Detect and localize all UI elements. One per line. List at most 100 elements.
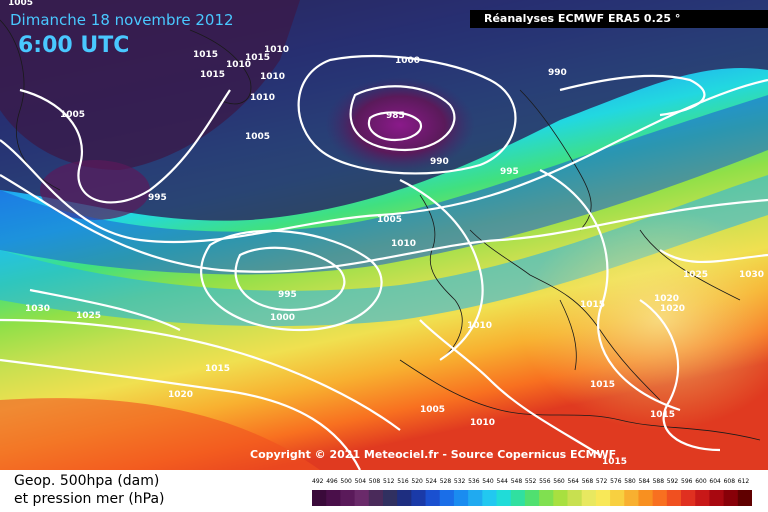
map-canvas: [0, 0, 768, 470]
colorbar-tick-label: 556: [539, 478, 551, 485]
isobar-label: 1005: [60, 110, 86, 120]
colorbar-swatch: [425, 490, 441, 506]
colorbar-swatch: [354, 490, 370, 506]
colorbar-swatch: [709, 490, 725, 506]
colorbar-tick-label: 516: [397, 478, 409, 485]
isobar-label: 1015: [245, 53, 271, 63]
jet-band: [0, 95, 768, 275]
isobar-label: 1030: [25, 304, 51, 314]
isobar-label: 1025: [76, 311, 102, 321]
colorbar-swatch: [610, 490, 625, 506]
isobar-label: 1000: [270, 313, 296, 323]
isobar-label: 990: [430, 157, 449, 167]
colorbar-tick-label: 580: [624, 478, 636, 485]
colorbar-swatch: [737, 490, 752, 506]
colorbar-tick-label: 612: [737, 478, 750, 485]
colorbar-swatch: [496, 490, 512, 506]
colorbar-tick-label: 564: [567, 478, 579, 485]
source-label: Réanalyses ECMWF ERA5 0.25 °: [470, 10, 768, 28]
weather-map: 1005 1015 1010 1015 1015 1010 1010 1010 …: [0, 0, 768, 470]
colorbar-tick-label: 500: [340, 478, 352, 485]
colorbar-swatch: [510, 490, 526, 506]
colorbar-tick-label: 512: [383, 478, 395, 485]
colorbar-scale-labels: 492 496 500 504 508 512 516 520 524 528 532 536 540 5…: [312, 478, 752, 488]
isobar-label: 985: [386, 111, 405, 121]
colorbar-tick-label: 560: [553, 478, 565, 485]
colorbar-tick-label: 572: [595, 478, 608, 485]
isobar-label: 1005: [420, 405, 446, 415]
colorbar-tick-label: 504: [354, 478, 367, 485]
colorbar-tick-label: 528: [439, 478, 452, 485]
isobar-label: 1010: [250, 93, 276, 103]
colorbar-swatch: [553, 490, 568, 506]
isobar-label: 1020: [660, 304, 686, 314]
colorbar-swatch: [567, 490, 583, 506]
isobars: [0, 55, 768, 470]
colorbar-tick-label: 592: [666, 478, 679, 485]
colorbar-tick-label: 552: [524, 478, 537, 485]
colorbar-tick-label: 532: [453, 478, 466, 485]
isobar-label: 995: [500, 167, 519, 177]
colorbar-swatch: [695, 490, 710, 506]
colorbar-swatch: [581, 490, 597, 506]
isobar-label: 1020: [654, 294, 680, 304]
colorbar-tick-label: 596: [681, 478, 693, 485]
colorbar-swatch: [340, 490, 356, 506]
colorbar-tick-label: 588: [652, 478, 665, 485]
colorbar-swatch: [539, 490, 554, 506]
colorbar-tick-label: 604: [709, 478, 721, 485]
isobar-label: 1015: [205, 364, 231, 374]
colorbar-tick-label: 492: [312, 478, 324, 485]
colorbar-tick-label: 496: [326, 478, 338, 485]
colorbar-swatch: [624, 490, 639, 506]
isobar-label: 1010: [264, 45, 290, 55]
isobar-label: 1015: [650, 410, 676, 420]
colorbar-tick-label: 520: [411, 478, 423, 485]
isobar-label: 1025: [683, 270, 709, 280]
copyright-text: Copyright © 2021 Meteociel.fr - Source C…: [250, 448, 617, 461]
legend-title-pressure: et pression mer (hPa): [14, 491, 165, 507]
colorbar-swatch: [681, 490, 696, 506]
colorbar-swatch: [468, 490, 483, 506]
colorbar-swatch: [638, 490, 654, 506]
colorbar-swatch: [382, 490, 398, 506]
isobar-label: 990: [548, 68, 567, 78]
colorbar: [312, 490, 752, 506]
colorbar-tick-label: 540: [482, 478, 494, 485]
isobar-label: 1015: [193, 50, 219, 60]
isobar-label: 1015: [590, 380, 616, 390]
isobar-label: 1015: [200, 70, 226, 80]
colorbar-tick-label: 568: [581, 478, 594, 485]
colorbar-tick-label: 600: [695, 478, 707, 485]
legend-title-geopotential: Geop. 500hpa (dam): [14, 473, 160, 489]
isobar-label: 1030: [739, 270, 765, 280]
colorbar-tick-label: 508: [368, 478, 381, 485]
colorbar-swatch: [453, 490, 469, 506]
colorbar-tick-label: 584: [638, 478, 650, 485]
isobar-label: 1005: [377, 215, 403, 225]
low-pressure-core: [325, 77, 475, 173]
colorbar-tick-label: 524: [425, 478, 437, 485]
isobar-label: 1015: [580, 300, 606, 310]
colorbar-swatch: [666, 490, 682, 506]
colorbar-swatch: [652, 490, 668, 506]
cyan-band: [0, 175, 768, 327]
colorbar-swatch: [312, 490, 327, 506]
isobar-label: 995: [278, 290, 297, 300]
isobar-label: 1010: [260, 72, 286, 82]
map-date: Dimanche 18 novembre 2012: [10, 11, 234, 29]
colorbar-tick-label: 548: [510, 478, 523, 485]
isobar-label: 1020: [168, 390, 194, 400]
colorbar-swatch: [411, 490, 427, 506]
colorbar-tick-label: 608: [723, 478, 736, 485]
isobar-label: 1010: [467, 321, 493, 331]
colorbar-swatch: [595, 490, 611, 506]
coastlines: [0, 19, 761, 441]
colorbar-swatch: [397, 490, 412, 506]
colorbar-swatch: [723, 490, 739, 506]
subtropical-warm: [0, 398, 320, 470]
colorbar-tick-label: 536: [468, 478, 480, 485]
map-time: 6:00 UTC: [18, 33, 130, 58]
isobar-label: 1010: [470, 418, 496, 428]
colorbar-swatch: [482, 490, 498, 506]
